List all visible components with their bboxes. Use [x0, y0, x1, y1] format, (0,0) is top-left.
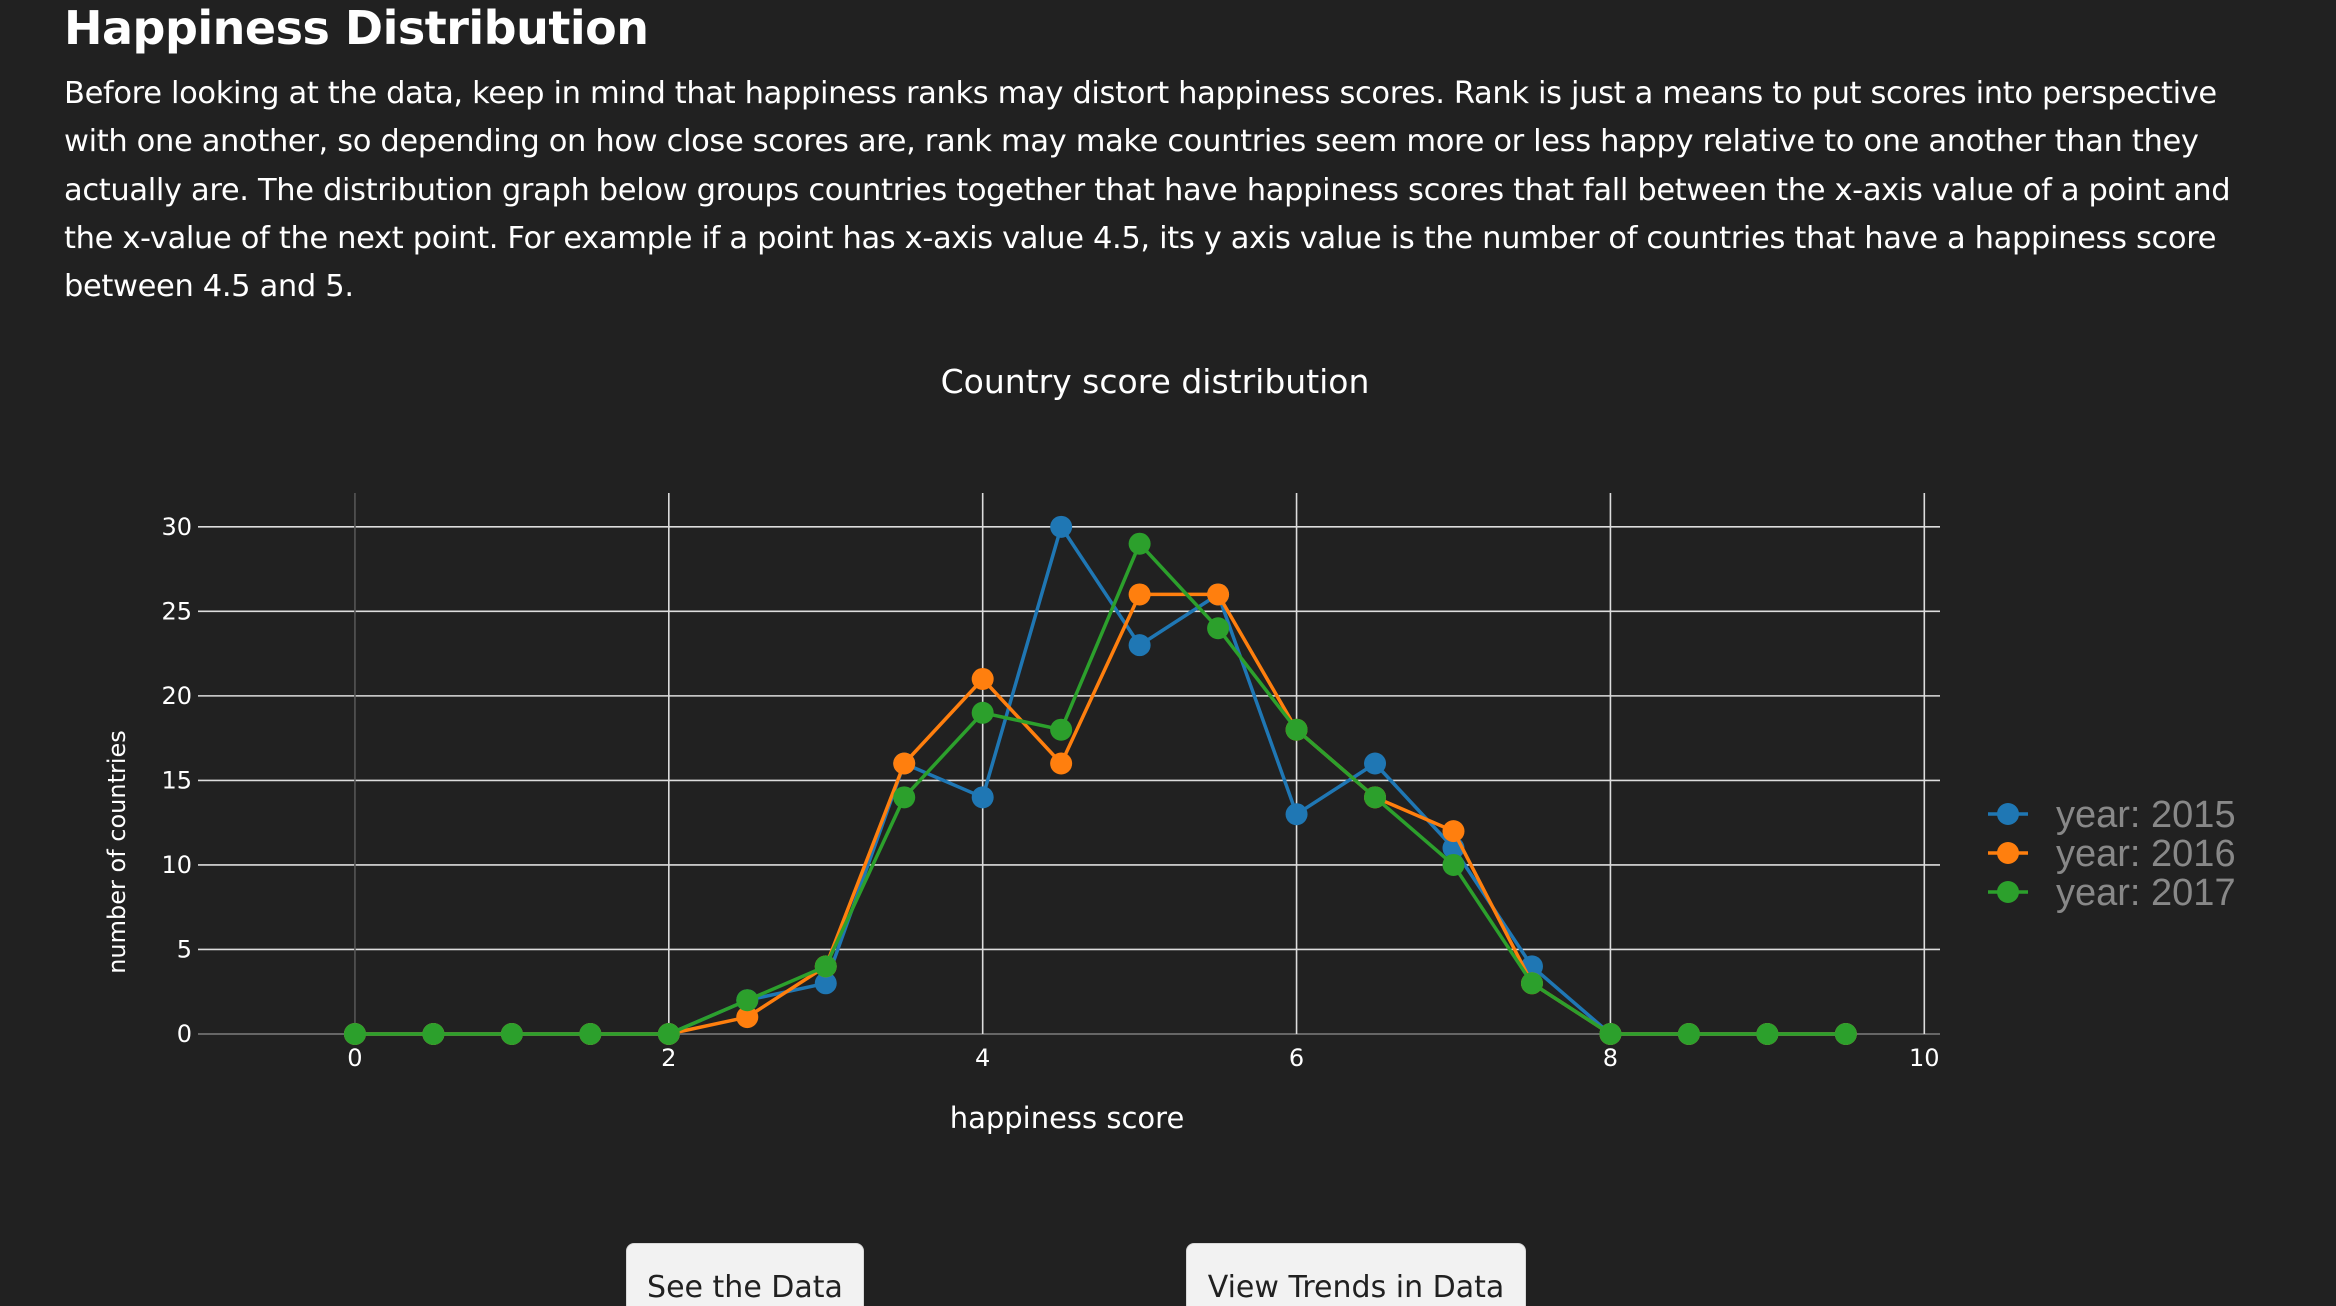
x-tick-label: 8 — [1603, 1044, 1618, 1072]
x-tick-label: 10 — [1909, 1044, 1940, 1072]
y-tick-label: 15 — [161, 766, 192, 794]
legend-label: year: 2015 — [2056, 794, 2236, 836]
data-point-3 — [1599, 1023, 1622, 1045]
data-point-1 — [1285, 803, 1308, 826]
legend-label: year: 2017 — [2056, 872, 2236, 914]
data-point-3 — [1050, 718, 1073, 741]
data-point-2 — [1207, 583, 1230, 606]
data-point-3 — [1207, 617, 1230, 640]
data-point-2 — [971, 667, 994, 690]
x-axis-label: happiness score — [950, 1101, 1185, 1135]
y-tick-label: 25 — [161, 597, 192, 625]
y-axis-label: number of countries — [103, 730, 131, 974]
data-point-3 — [1834, 1023, 1857, 1045]
legend-marker — [1997, 803, 2019, 825]
data-point-3 — [343, 1023, 366, 1045]
data-point-3 — [1128, 532, 1151, 555]
legend-marker — [1997, 881, 2019, 903]
intro-paragraph: Before looking at the data, keep in mind… — [64, 76, 2231, 305]
data-point-1 — [1128, 634, 1151, 657]
data-point-3 — [422, 1023, 445, 1045]
series-line-3 — [354, 541, 1846, 1036]
data-point-1 — [814, 972, 837, 995]
data-point-3 — [657, 1023, 680, 1045]
x-tick-label: 6 — [1289, 1044, 1304, 1072]
data-point-2 — [736, 1006, 759, 1029]
data-point-3 — [893, 786, 916, 809]
data-point-3 — [1756, 1023, 1779, 1045]
y-tick-label: 5 — [177, 935, 192, 963]
y-tick-label: 20 — [161, 682, 192, 710]
see-data-button[interactable]: See the Data — [626, 1243, 864, 1306]
data-point-3 — [1285, 718, 1308, 741]
data-point-1 — [1050, 515, 1073, 538]
data-point-3 — [814, 955, 837, 978]
y-tick-label: 0 — [177, 1020, 192, 1048]
data-point-1 — [1364, 752, 1387, 775]
y-tick-label: 10 — [161, 851, 192, 879]
chart-title: Country score distribution — [941, 362, 1370, 401]
distribution-chart: 0 5 10 15 20 25 30 0 2 4 6 8 10 Country score distrib… — [103, 362, 2236, 1135]
data-point-3 — [736, 989, 759, 1012]
series-line-2 — [354, 592, 1846, 1036]
data-point-3 — [579, 1023, 602, 1045]
data-point-3 — [1677, 1023, 1700, 1045]
data-point-2 — [893, 752, 916, 775]
page-title: Happiness Distribution — [64, 1, 649, 55]
data-point-3 — [1520, 972, 1543, 995]
data-point-2 — [1442, 820, 1465, 843]
x-tick-label: 2 — [661, 1044, 676, 1072]
x-tick-label: 4 — [975, 1044, 990, 1072]
data-point-3 — [1442, 853, 1465, 876]
data-point-2 — [1128, 583, 1151, 606]
data-point-1 — [971, 786, 994, 809]
legend-label: year: 2016 — [2056, 833, 2236, 875]
data-point-2 — [1050, 752, 1073, 775]
x-tick-label: 0 — [347, 1044, 362, 1072]
data-point-3 — [971, 701, 994, 724]
view-trends-button[interactable]: View Trends in Data — [1186, 1243, 1526, 1306]
y-tick-label: 30 — [161, 513, 192, 541]
legend-marker — [1997, 842, 2019, 864]
data-point-3 — [1364, 786, 1387, 809]
data-point-3 — [500, 1023, 523, 1045]
